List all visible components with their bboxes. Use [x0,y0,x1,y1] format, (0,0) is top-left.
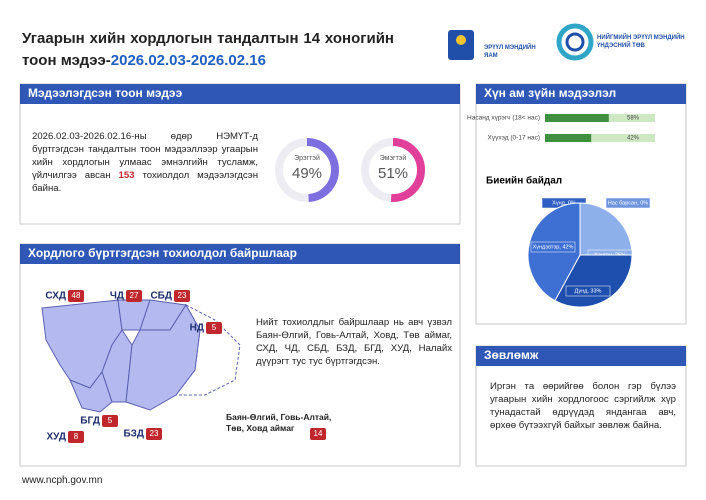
pie-label: Нас барсан, 0% [608,200,648,206]
bar-value: 42% [627,136,640,142]
donut-label: Эмэгтэй [380,154,407,162]
summary-text-after: тохиолдол мэдээлэгдсэн байна. [32,170,259,194]
district-name: НД [190,323,204,334]
district-badge [102,415,118,427]
district-count: 5 [212,323,217,332]
pie-label: Хүнд, 0% [552,200,576,206]
map-district [69,370,113,413]
panel-header [476,346,686,366]
summary-text-before: 2026.02.03-2026.02.16-ны өдөр НЭМҮТ-д бү… [32,131,258,181]
pie-label-box [565,285,611,297]
period: 2026.02.03-2026.02.16 [110,52,266,69]
district-badge [206,322,222,334]
panel-title: Хордлого бүртгэгдсэн тохиолдол байршлаар [28,246,297,260]
logo-emblem-sun [456,35,466,45]
district-badge [68,290,84,302]
district-badge [174,290,190,302]
district-name: СХД [45,291,66,302]
location-text: Нийт тохиолдлыг байршлаар нь авч үзвэл Б… [256,317,452,367]
donut-arc [361,138,425,202]
pie-slice [579,202,633,256]
bar [545,114,609,122]
province-badge [310,428,326,440]
footer-url: www.ncph.gov.mn [22,475,103,486]
summary-text: 2026.02.03-2026.02.16-ны өдөр НЭМҮТ-д бү… [32,130,258,195]
district-name: БГД [80,416,100,427]
pie-label: Дунд, 33% [575,288,602,294]
district-count: 23 [150,429,159,438]
pie-label-box [530,241,576,253]
district-count: 48 [72,291,81,300]
panel-header [476,84,686,104]
donut-value: 51% [378,165,408,182]
bar-track [545,134,655,142]
district-count: 8 [74,432,79,441]
bar-value: 58% [627,116,640,122]
donut-value: 49% [292,165,322,182]
pie-title: Биеийн байдал [486,175,562,187]
province-count: 14 [314,429,323,438]
bar [545,134,592,142]
donut-label: Эрэгтэй [294,154,320,162]
advice-text: Иргэн та өөрийгөө болон гэр бүлээ угаары… [490,381,676,431]
panel-title: Мэдээлэгдсэн тоон мэдээ [28,86,183,100]
logo-ring [556,23,594,61]
district-name: ХУД [46,432,66,443]
district-count: 5 [108,416,113,425]
panel-header [20,84,460,104]
title-block: Угаарын хийн хордлогын тандалтын 14 хоно… [22,28,394,72]
district-name: СБД [150,291,172,302]
pie-label-box [605,197,651,209]
map-district [125,304,201,411]
panel-header [20,244,460,264]
logo-left-text: ЭРҮҮЛ МЭНДИЙН ЯАМ [484,45,536,59]
provinces-label: Баян-Өлгий, Говь-Алтай, Төв, Ховд аймаг [226,412,332,433]
district-count: 23 [178,291,187,300]
district-name: БЗД [124,429,144,440]
pie-label: Хүндэвтэр, 42% [533,244,574,250]
district-badge [126,290,142,302]
district-count: 27 [130,291,139,300]
title: Угаарын хийн хордлогын тандалтын 14 хоно… [22,30,394,69]
bar-label: Хүүхэд (0-17 нас) [488,135,540,142]
donut-arc [275,138,339,202]
logo-right-text: НИЙГМИЙН ЭРҮҮЛ МЭНДИЙН ҮНДЭСНИЙ ТӨВ [597,35,685,49]
district-name: ЧД [110,291,124,302]
map-district [174,303,241,396]
panel-title: Хүн ам зүйн мэдээлэл [484,86,616,100]
logo-ring-inner [565,32,585,52]
panel-title: Зөвлөмж [484,348,539,362]
bar-label: Насанд хүрэгч (18< нас) [467,115,540,122]
district-badge [146,428,162,440]
summary-count: 153 [118,170,135,181]
district-badge [68,431,84,443]
